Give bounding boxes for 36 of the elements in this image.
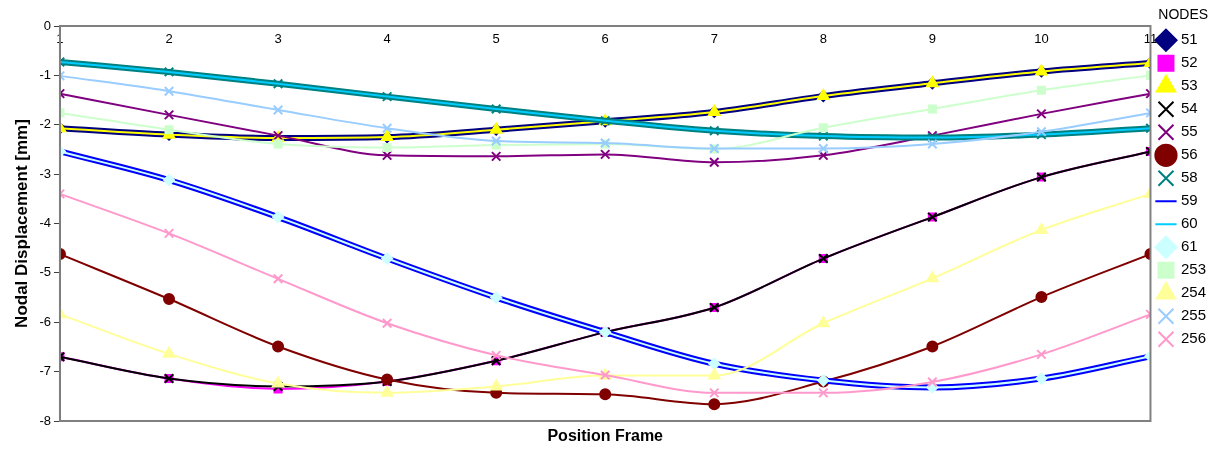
x-tick-label: 4 xyxy=(383,31,391,47)
y-tick-label: -6 xyxy=(39,313,51,329)
legend-label: 51 xyxy=(1180,30,1198,48)
legend-label: 53 xyxy=(1180,76,1198,94)
x-tick-label: 6 xyxy=(601,31,609,47)
x-tick-label: 7 xyxy=(710,31,718,47)
legend-label: 52 xyxy=(1180,53,1198,71)
x-tick-label: 8 xyxy=(819,31,827,47)
legend-label: 61 xyxy=(1180,237,1198,255)
y-tick-label: -3 xyxy=(39,165,51,181)
y-tick-label: -7 xyxy=(39,363,51,379)
y-tick-label: -4 xyxy=(39,215,51,231)
legend-label: 60 xyxy=(1180,214,1198,232)
legend-label: 254 xyxy=(1180,283,1206,301)
y-tick-label: -5 xyxy=(39,264,51,280)
legend-label: 56 xyxy=(1180,145,1198,163)
y-tick-label: -2 xyxy=(39,116,51,132)
legend-title: NODES xyxy=(1158,5,1209,22)
x-tick-label: 2 xyxy=(165,31,173,47)
y-tick-label: 0 xyxy=(43,17,51,33)
x-axis-title: Position Frame xyxy=(547,427,664,445)
legend-label: 58 xyxy=(1180,168,1198,186)
legend-label: 255 xyxy=(1180,306,1206,324)
legend-label: 253 xyxy=(1180,260,1206,278)
x-tick-label: 5 xyxy=(492,31,500,47)
y-axis-title: Nodal Displacement [mm] xyxy=(11,119,31,328)
legend-label: 59 xyxy=(1180,191,1198,209)
x-tick-label: 9 xyxy=(928,31,936,47)
legend-label: 54 xyxy=(1180,99,1198,117)
y-tick-label: -8 xyxy=(39,412,51,428)
y-tick-label: -1 xyxy=(39,66,51,82)
legend-label: 55 xyxy=(1180,122,1198,140)
x-tick-label: 11 xyxy=(1143,31,1158,47)
legend-label: 256 xyxy=(1180,329,1206,347)
x-tick-label: 10 xyxy=(1034,31,1049,47)
x-tick-label: 3 xyxy=(274,31,282,47)
